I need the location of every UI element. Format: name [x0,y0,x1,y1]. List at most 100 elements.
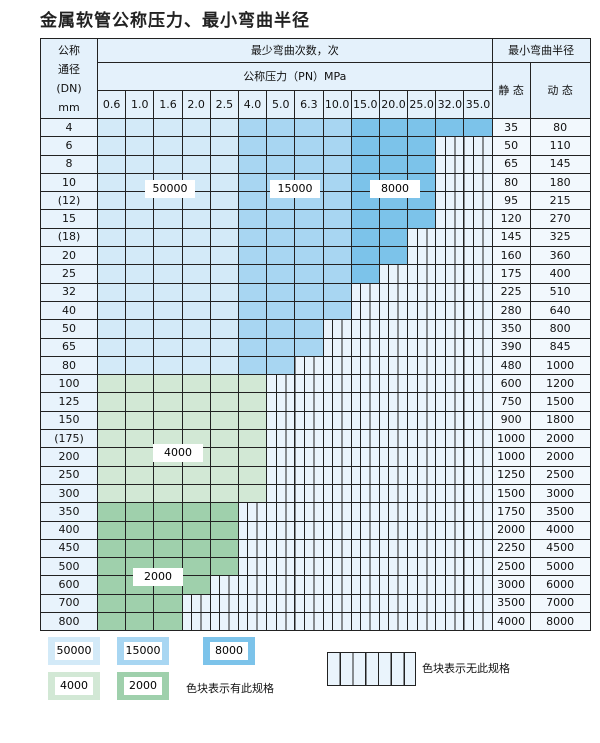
available-cell-4000 [96,465,127,485]
unavailable-cell [266,575,296,595]
static-radius-cell: 2000 [491,520,531,540]
unavailable-cell [266,593,296,614]
available-cell-4000 [237,483,268,504]
unavailable-cell [294,538,324,559]
legend-swatch-50000: 50000 [48,637,100,665]
legend-swatch-2000: 2000 [117,672,169,700]
available-cell-4000 [125,410,155,431]
unavailable-cell [322,520,352,540]
available-cell-4000 [153,483,183,504]
pressure-radius-table: 公称 通径 (DN) mm 最少弯曲次数，次 最小弯曲半径 公称压力（PN）MP… [40,38,591,632]
static-radius-cell: 160 [491,246,531,266]
unavailable-cell [322,429,352,449]
unavailable-cell [266,447,296,467]
unavailable-cell [378,264,409,284]
pn-column-header: 1.0 [125,90,155,119]
available-cell-50000 [153,282,183,302]
table-row: 500 2500 5000 [40,557,591,577]
available-cell-4000 [181,465,211,485]
unavailable-cell [463,612,493,632]
unavailable-cell [435,392,465,412]
available-cell-8000 [407,154,437,174]
dynamic-radius-cell: 3000 [529,483,591,504]
dn-cell: 65 [40,337,98,357]
unavailable-cell [378,465,409,485]
available-cell-8000 [378,209,409,229]
available-cell-15000 [322,172,352,193]
table-row: 350 1750 3500 [40,502,591,522]
pn-column-header: 0.6 [96,90,127,119]
static-radius-cell: 175 [491,264,531,284]
available-cell-15000 [237,319,268,339]
available-cell-15000 [294,300,324,321]
unavailable-cell [435,520,465,540]
available-cell-4000 [125,465,155,485]
dn-cell: 25 [40,264,98,284]
unavailable-cell [463,337,493,357]
dn-cell: (18) [40,227,98,248]
available-cell-8000 [350,136,380,156]
unavailable-cell [407,410,437,431]
dynamic-radius-cell: 510 [529,282,591,302]
dynamic-radius-cell: 8000 [529,612,591,632]
available-cell-50000 [125,300,155,321]
available-cell-15000 [266,319,296,339]
unavailable-cell [209,612,239,632]
available-cell-15000 [322,191,352,211]
static-radius-cell: 1750 [491,502,531,522]
unavailable-cell [294,575,324,595]
unavailable-cell [463,410,493,431]
available-cell-4000 [181,392,211,412]
available-cell-50000 [153,136,183,156]
table-row: 100 600 1200 [40,374,591,394]
unavailable-cell [378,612,409,632]
available-cell-15000 [322,264,352,284]
unavailable-cell [407,355,437,376]
unavailable-cell [266,557,296,577]
available-cell-2000 [96,612,127,632]
unavailable-cell [378,575,409,595]
available-cell-50000 [209,300,239,321]
unavailable-cell [407,227,437,248]
unavailable-cell [378,337,409,357]
available-cell-50000 [96,209,127,229]
dn-cell: 450 [40,538,98,559]
available-cell-2000 [181,538,211,559]
available-cell-15000 [237,300,268,321]
unavailable-cell [322,575,352,595]
available-cell-8000 [435,117,465,138]
dn-cell: 40 [40,300,98,321]
unavailable-cell [463,593,493,614]
available-cell-50000 [96,117,127,138]
available-cell-15000 [266,136,296,156]
table-row: 32 225 510 [40,282,591,302]
available-cell-15000 [294,117,324,138]
unavailable-cell [463,191,493,211]
available-cell-8000 [350,227,380,248]
available-cell-2000 [181,520,211,540]
available-cell-8000 [350,117,380,138]
page-title: 金属软管公称压力、最小弯曲半径 [40,11,310,31]
available-cell-15000 [237,282,268,302]
unavailable-cell [407,612,437,632]
dn-header-line: 通径 [58,62,80,76]
available-cell-50000 [209,227,239,248]
unavailable-cell [463,209,493,229]
pn-column-header: 10.0 [322,90,352,119]
unavailable-cell [378,355,409,376]
dn-cell: 8 [40,154,98,174]
dn-cell: 10 [40,172,98,193]
pn-header: 公称压力（PN）MPa [97,62,493,91]
available-cell-50000 [153,319,183,339]
unavailable-cell [463,300,493,321]
unavailable-cell [294,502,324,522]
unavailable-cell [237,538,268,559]
available-cell-2000 [96,593,127,614]
unavailable-cell [435,575,465,595]
static-radius-cell: 35 [491,117,531,138]
dynamic-radius-cell: 4500 [529,538,591,559]
unavailable-cell [350,300,380,321]
pn-column-header: 1.6 [153,90,183,119]
unavailable-cell [322,355,352,376]
dynamic-radius-cell: 270 [529,209,591,229]
